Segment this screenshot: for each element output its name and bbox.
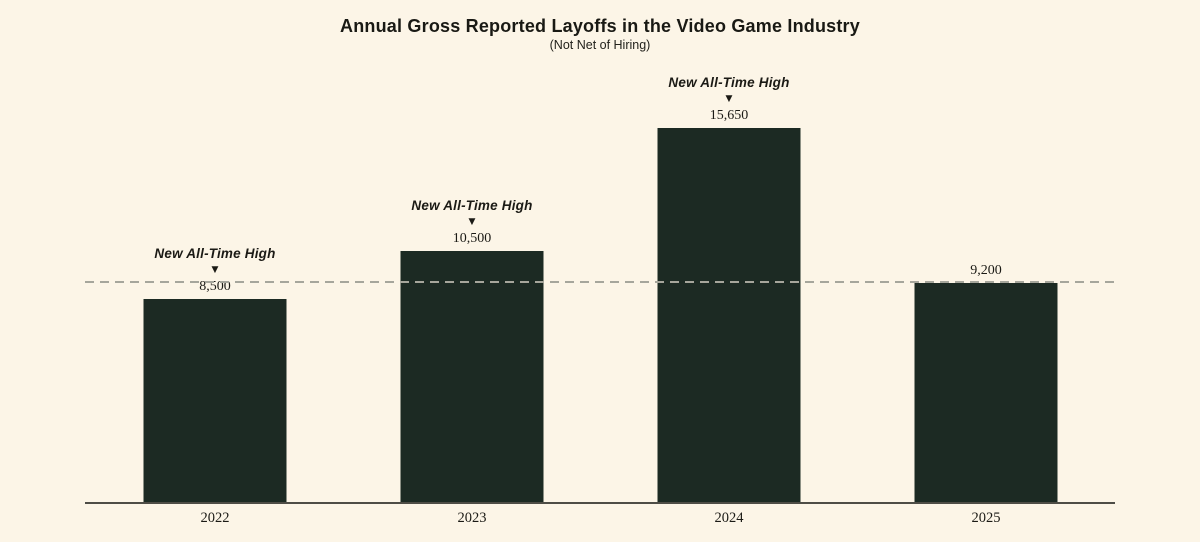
bar-value-label-2025: 9,200 (970, 263, 1002, 278)
annotation-new-all-time-high: New All-Time High (154, 246, 276, 261)
down-triangle-icon: ▼ (468, 217, 476, 227)
bar-value-label-2024: 15,650 (709, 108, 749, 123)
chart-subtitle: (Not Net of Hiring) (549, 38, 651, 52)
bar-group-2022: New All-Time High ▼ 8,500 2022 (86, 55, 344, 526)
down-triangle-icon: ▼ (211, 265, 219, 275)
bar-group-2025: 9,200 2025 (857, 55, 1115, 526)
chart-title: Annual Gross Reported Layoffs in the Vid… (340, 16, 860, 36)
bar-group-2023: New All-Time High ▼ 10,500 2023 (343, 55, 601, 526)
x-axis-label-2022: 2022 (200, 510, 230, 526)
bar-group-2024: New All-Time High ▼ 15,650 2024 (600, 55, 858, 526)
bar-2025 (914, 283, 1058, 503)
x-axis-label-2023: 2023 (457, 510, 487, 526)
x-axis-label-2024: 2024 (714, 510, 744, 526)
annotation-new-all-time-high: New All-Time High (411, 198, 533, 213)
bar-value-label-2023: 10,500 (452, 231, 492, 246)
bar-2024 (657, 128, 801, 503)
bar-2023 (400, 251, 544, 503)
reference-dashed-line (85, 281, 1115, 283)
plot-area: New All-Time High ▼ 8,500 2022 New All-Time … (85, 55, 1115, 526)
annotation-new-all-time-high: New All-Time High (668, 75, 790, 90)
down-triangle-icon: ▼ (725, 94, 733, 104)
bar-2022 (143, 299, 287, 503)
x-axis-line (85, 502, 1115, 504)
x-axis-label-2025: 2025 (971, 510, 1001, 526)
